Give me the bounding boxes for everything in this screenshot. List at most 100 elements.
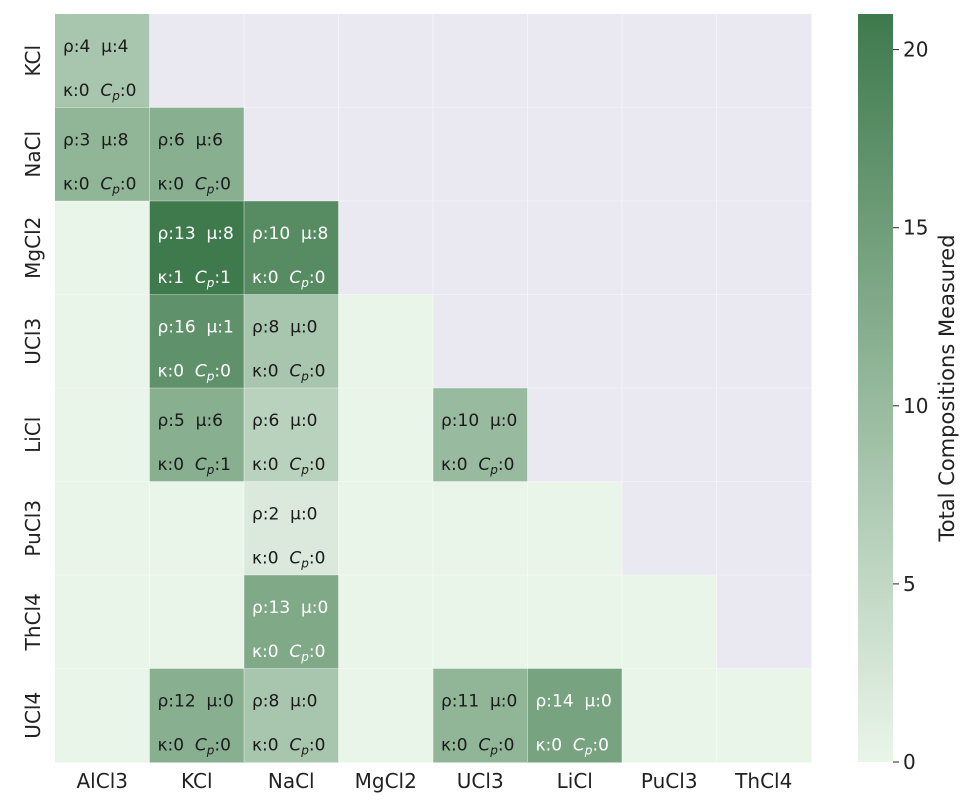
colorbar-gradient bbox=[858, 14, 893, 762]
y-axis-ticks: KCl NaCl MgCl2 UCl3 LiCl PuCl3 ThCl4 UCl4 bbox=[21, 45, 45, 739]
cell-ucl3-nacl-rho-mu-label: ρ:8 μ:0 bbox=[252, 318, 318, 338]
heatmap-cell-thcl4-ucl3 bbox=[433, 575, 528, 669]
cell-licl-nacl-rho-mu-label: ρ:6 μ:0 bbox=[252, 411, 318, 431]
x-tick-label-kcl: KCl bbox=[181, 769, 213, 793]
heatmap-cell-thcl4-pucl3 bbox=[622, 575, 717, 669]
cell-kcl-alcl3-rho-mu-label: ρ:4 μ:4 bbox=[63, 37, 129, 57]
cell-nacl-kcl-kappa-cp-label: κ:0 Cp:0 bbox=[158, 175, 231, 197]
heatmap-cell-mgcl2-mgcl2 bbox=[338, 201, 434, 295]
cell-nacl-kcl-rho-mu-label: ρ:6 μ:6 bbox=[158, 131, 224, 151]
heatmap-cell-thcl4-licl bbox=[527, 575, 623, 669]
colorbar-tick-label-10: 10 bbox=[903, 394, 928, 418]
x-tick-label-alcl3: AlCl3 bbox=[77, 769, 128, 793]
y-tick-label-kcl: KCl bbox=[21, 45, 45, 77]
colorbar: 0 5 10 15 20 Total Compositions Measured bbox=[858, 14, 959, 774]
cell-ucl4-kcl-rho-mu-label: ρ:12 μ:0 bbox=[158, 692, 234, 712]
cell-ucl4-licl-kappa-cp-label: κ:0 Cp:0 bbox=[536, 736, 609, 758]
heatmap-cell-licl-alcl3 bbox=[55, 388, 150, 482]
cell-ucl4-ucl3-kappa-cp-label: κ:0 Cp:0 bbox=[441, 736, 514, 758]
x-tick-label-ucl3: UCl3 bbox=[457, 769, 504, 793]
heatmap-cell-licl-thcl4 bbox=[716, 388, 812, 482]
cell-licl-kcl-kappa-cp-label: κ:0 Cp:1 bbox=[158, 455, 231, 477]
x-tick-label-pucl3: PuCl3 bbox=[641, 769, 698, 793]
heatmap-cell-pucl3-pucl3 bbox=[622, 481, 717, 576]
cell-nacl-alcl3-kappa-cp-label: κ:0 Cp:0 bbox=[63, 175, 136, 197]
heatmap-cell-nacl-ucl3 bbox=[433, 107, 528, 202]
heatmap-cell-pucl3-licl bbox=[527, 481, 623, 576]
y-tick-label-licl: LiCl bbox=[21, 417, 45, 453]
heatmap-cell-nacl-alcl3 bbox=[55, 107, 150, 202]
x-tick-label-thcl4: ThCl4 bbox=[734, 769, 792, 793]
cell-ucl3-nacl-kappa-cp-label: κ:0 Cp:0 bbox=[252, 362, 325, 384]
cell-kcl-alcl3-kappa-cp-label: κ:0 Cp:0 bbox=[63, 81, 136, 103]
heatmap-cell-mgcl2-ucl3 bbox=[433, 201, 528, 295]
cell-pucl3-nacl-rho-mu-label: ρ:2 μ:0 bbox=[252, 505, 318, 525]
heatmap-cell-thcl4-nacl bbox=[244, 575, 339, 669]
heatmap-cell-kcl-ucl3 bbox=[433, 14, 528, 108]
heatmap-cell-kcl-nacl bbox=[244, 14, 339, 108]
cell-ucl4-ucl3-rho-mu-label: ρ:11 μ:0 bbox=[441, 692, 517, 712]
heatmap-cell-nacl-kcl bbox=[149, 107, 245, 202]
cell-thcl4-nacl-kappa-cp-label: κ:0 Cp:0 bbox=[252, 642, 325, 664]
x-tick-label-mgcl2: MgCl2 bbox=[355, 769, 417, 793]
colorbar-tick-label-15: 15 bbox=[903, 216, 928, 240]
heatmap-cell-ucl3-alcl3 bbox=[55, 294, 150, 389]
heatmap-grid bbox=[55, 14, 811, 762]
heatmap-cell-pucl3-thcl4 bbox=[716, 481, 812, 576]
heatmap-cell-ucl3-mgcl2 bbox=[338, 294, 434, 389]
colorbar-tick-label-0: 0 bbox=[903, 750, 916, 774]
heatmap-cell-mgcl2-thcl4 bbox=[716, 201, 812, 295]
heatmap-cell-pucl3-ucl3 bbox=[433, 481, 528, 576]
heatmap-cell-nacl-licl bbox=[527, 107, 623, 202]
cell-thcl4-nacl-rho-mu-label: ρ:13 μ:0 bbox=[252, 598, 328, 618]
heatmap-cell-pucl3-kcl bbox=[149, 481, 245, 576]
heatmap-cell-nacl-thcl4 bbox=[716, 107, 812, 202]
heatmap-cell-thcl4-mgcl2 bbox=[338, 575, 434, 669]
heatmap-cell-ucl3-nacl bbox=[244, 294, 339, 389]
cell-licl-ucl3-rho-mu-label: ρ:10 μ:0 bbox=[441, 411, 517, 431]
cell-ucl4-nacl-kappa-cp-label: κ:0 Cp:0 bbox=[252, 736, 325, 758]
heatmap-cell-thcl4-alcl3 bbox=[55, 575, 150, 669]
heatmap-cell-ucl3-thcl4 bbox=[716, 294, 812, 389]
cell-mgcl2-kcl-rho-mu-label: ρ:13 μ:8 bbox=[158, 224, 234, 244]
heatmap-cell-thcl4-thcl4 bbox=[716, 575, 812, 669]
heatmap-cell-ucl4-ucl3 bbox=[433, 668, 528, 763]
cell-pucl3-nacl-kappa-cp-label: κ:0 Cp:0 bbox=[252, 549, 325, 571]
heatmap-cell-kcl-pucl3 bbox=[622, 14, 717, 108]
heatmap-cell-licl-pucl3 bbox=[622, 388, 717, 482]
colorbar-label: Total Compositions Measured bbox=[935, 234, 959, 542]
y-tick-label-ucl3: UCl3 bbox=[21, 318, 45, 365]
heatmap-cell-mgcl2-pucl3 bbox=[622, 201, 717, 295]
heatmap-cell-ucl4-mgcl2 bbox=[338, 668, 434, 763]
cell-mgcl2-nacl-kappa-cp-label: κ:0 Cp:0 bbox=[252, 268, 325, 290]
cell-ucl3-kcl-kappa-cp-label: κ:0 Cp:0 bbox=[158, 362, 231, 384]
colorbar-tick-label-20: 20 bbox=[903, 38, 928, 62]
heatmap-cell-ucl4-alcl3 bbox=[55, 668, 150, 763]
cell-nacl-alcl3-rho-mu-label: ρ:3 μ:8 bbox=[63, 131, 129, 151]
heatmap-cell-mgcl2-nacl bbox=[244, 201, 339, 295]
heatmap-cell-thcl4-kcl bbox=[149, 575, 245, 669]
heatmap-cell-kcl-alcl3 bbox=[55, 14, 150, 108]
y-tick-label-pucl3: PuCl3 bbox=[21, 500, 45, 557]
heatmap-cell-mgcl2-alcl3 bbox=[55, 201, 150, 295]
y-tick-label-nacl: NaCl bbox=[21, 131, 45, 178]
heatmap-cell-ucl4-pucl3 bbox=[622, 668, 717, 763]
heatmap-cells bbox=[55, 14, 812, 763]
y-tick-label-mgcl2: MgCl2 bbox=[21, 217, 45, 279]
heatmap-cell-mgcl2-kcl bbox=[149, 201, 245, 295]
heatmap-cell-kcl-kcl bbox=[149, 14, 245, 108]
cell-annotations: ρ:4 μ:4 κ:0 Cp:0 ρ:3 μ:8 κ:0 Cp:0 ρ:6 μ:6 κ:0… bbox=[63, 37, 612, 758]
cell-licl-nacl-kappa-cp-label: κ:0 Cp:0 bbox=[252, 455, 325, 477]
heatmap-cell-nacl-pucl3 bbox=[622, 107, 717, 202]
heatmap-cell-pucl3-alcl3 bbox=[55, 481, 150, 576]
y-tick-label-thcl4: ThCl4 bbox=[21, 593, 45, 651]
cell-ucl3-kcl-rho-mu-label: ρ:16 μ:1 bbox=[158, 318, 234, 338]
x-tick-label-nacl: NaCl bbox=[268, 769, 315, 793]
heatmap-cell-ucl4-licl bbox=[527, 668, 623, 763]
heatmap-cell-licl-ucl3 bbox=[433, 388, 528, 482]
heatmap-cell-kcl-thcl4 bbox=[716, 14, 812, 108]
heatmap-cell-kcl-mgcl2 bbox=[338, 14, 434, 108]
cell-ucl4-nacl-rho-mu-label: ρ:8 μ:0 bbox=[252, 692, 318, 712]
heatmap-cell-nacl-nacl bbox=[244, 107, 339, 202]
y-tick-label-ucl4: UCl4 bbox=[21, 692, 45, 739]
